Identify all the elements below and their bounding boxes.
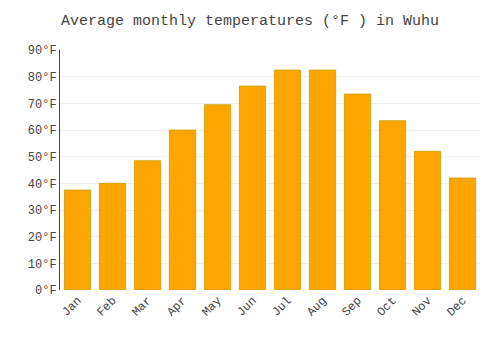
svg-text:Average monthly temperatures (: Average monthly temperatures (°F ) in Wu… bbox=[61, 13, 439, 30]
svg-text:20°F: 20°F bbox=[28, 231, 57, 245]
svg-text:90°F: 90°F bbox=[28, 44, 57, 58]
svg-text:60°F: 60°F bbox=[28, 124, 57, 138]
svg-text:10°F: 10°F bbox=[28, 258, 57, 272]
svg-text:May: May bbox=[199, 294, 224, 319]
svg-text:70°F: 70°F bbox=[28, 98, 57, 112]
svg-text:Sep: Sep bbox=[339, 294, 364, 319]
svg-text:Feb: Feb bbox=[94, 294, 119, 319]
svg-text:0°F: 0°F bbox=[35, 284, 57, 298]
svg-text:Nov: Nov bbox=[409, 294, 434, 319]
svg-text:40°F: 40°F bbox=[28, 178, 57, 192]
svg-text:Mar: Mar bbox=[129, 294, 154, 319]
svg-text:Dec: Dec bbox=[444, 294, 469, 319]
svg-text:Jul: Jul bbox=[269, 294, 294, 319]
svg-text:Jun: Jun bbox=[234, 294, 259, 319]
svg-text:50°F: 50°F bbox=[28, 151, 57, 165]
svg-text:Aug: Aug bbox=[304, 294, 329, 319]
svg-text:Oct: Oct bbox=[374, 294, 399, 319]
svg-text:80°F: 80°F bbox=[28, 71, 57, 85]
svg-text:Apr: Apr bbox=[164, 294, 189, 319]
svg-text:30°F: 30°F bbox=[28, 204, 57, 218]
svg-text:Jan: Jan bbox=[59, 294, 84, 319]
